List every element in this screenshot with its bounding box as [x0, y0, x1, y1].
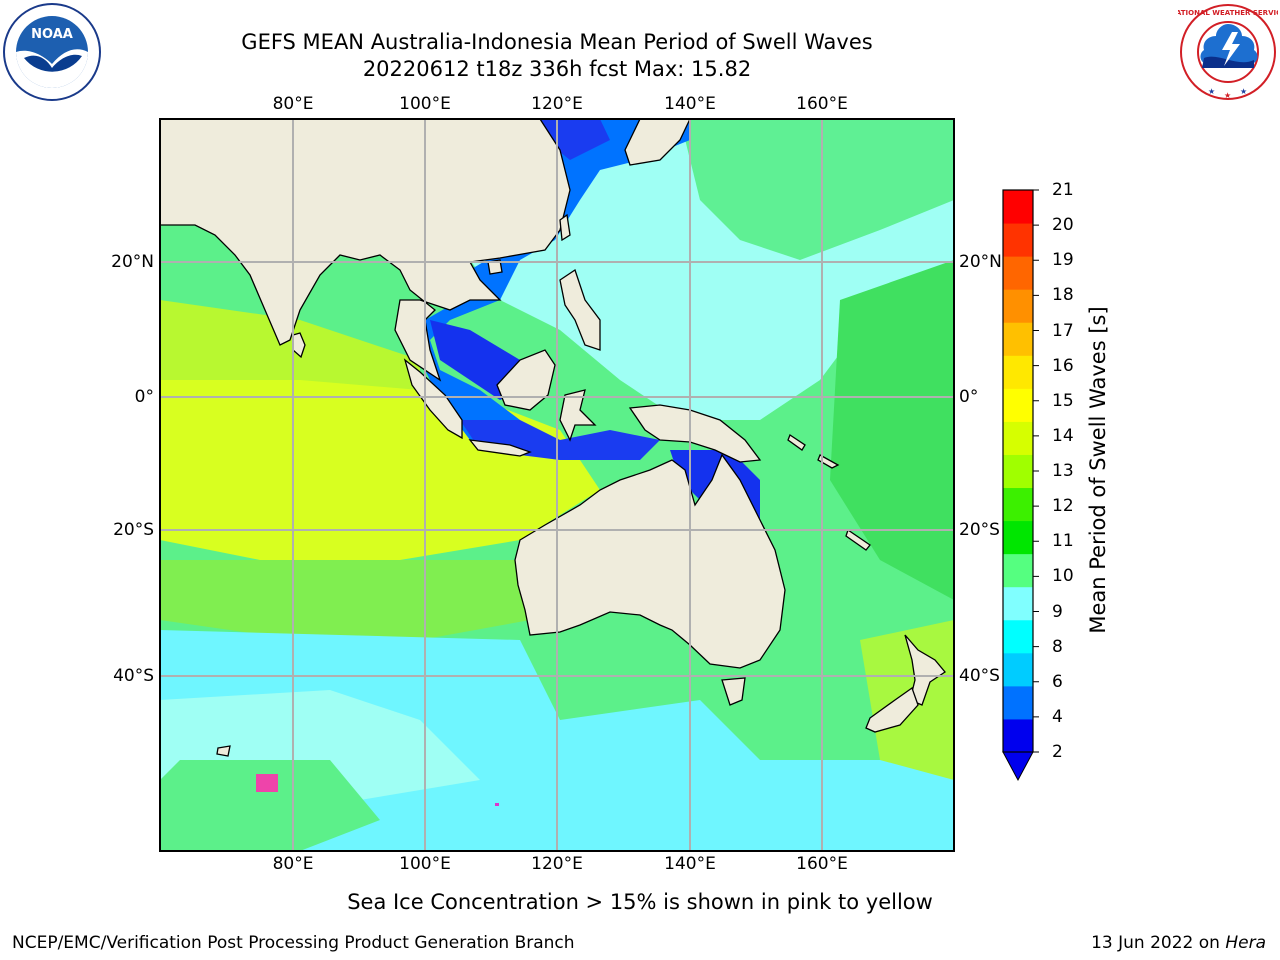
colorbar [1002, 189, 1039, 782]
colorbar-tick-label: 13 [1052, 461, 1074, 481]
noaa-logo: NOAA [3, 3, 101, 101]
colorbar-tick-label: 9 [1052, 601, 1063, 622]
colorbar-segment [1003, 586, 1033, 621]
colorbar-tick-label: 15 [1052, 390, 1074, 411]
colorbar-tick-label: 18 [1052, 285, 1074, 306]
colorbar-segment [1003, 718, 1033, 753]
nws-logo: NATIONAL WEATHER SERVICE ★ ★ ★ [1178, 4, 1278, 100]
svg-text:★: ★ [1240, 87, 1247, 96]
colorbar-tick-label: 11 [1052, 531, 1074, 552]
lon-label-top-80e: 80°E [272, 94, 314, 114]
colorbar-segment [1003, 388, 1033, 422]
colorbar-tick-label: 17 [1052, 320, 1074, 341]
producer-credit: NCEP/EMC/Verification Post Processing Pr… [12, 933, 575, 953]
colorbar-tick-label: 10 [1052, 566, 1074, 587]
colorbar-tick-label: 12 [1052, 496, 1074, 517]
graticule [160, 119, 954, 851]
lon-label-bottom-140e: 140°E [664, 854, 716, 874]
lat-label-right-20n: 20°N [959, 252, 1002, 272]
lon-label-bottom-160e: 160°E [796, 854, 848, 874]
colorbar-segment [1003, 520, 1033, 555]
landmasses [160, 119, 946, 757]
lon-label-bottom-120e: 120°E [531, 854, 583, 874]
map-field [160, 119, 954, 851]
lon-label-bottom-100e: 100°E [399, 854, 451, 874]
colorbar-segment [1003, 619, 1033, 654]
colorbar-tick-label: 6 [1052, 671, 1063, 692]
colorbar-tick-label: 4 [1052, 706, 1063, 727]
map-frame [159, 118, 955, 852]
colorbar-segment [1003, 685, 1033, 720]
svg-text:NATIONAL WEATHER SERVICE: NATIONAL WEATHER SERVICE [1178, 9, 1278, 17]
colorbar-tick-label: 21 [1052, 180, 1074, 200]
lat-label-right-20s: 20°S [959, 520, 1000, 540]
colorbar-segment [1003, 289, 1033, 323]
lon-label-top-160e: 160°E [796, 94, 848, 114]
colorbar-segment [1003, 190, 1033, 224]
colorbar-segment [1003, 487, 1033, 522]
lon-label-top-120e: 120°E [531, 94, 583, 114]
lon-label-bottom-80e: 80°E [272, 854, 314, 874]
colorbar-label: Mean Period of Swell Waves [s] [1086, 306, 1110, 634]
lat-label-left-20n: 20°N [111, 252, 154, 272]
colorbar-segment [1003, 256, 1033, 290]
colorbar-extend-arrow [1002, 751, 1034, 782]
colorbar-tick-label: 16 [1052, 355, 1074, 376]
run-date-text: 13 Jun 2022 on [1091, 933, 1226, 953]
run-host: Hera [1225, 933, 1266, 953]
lat-label-right-40s: 40°S [959, 666, 1000, 686]
colorbar-segment [1003, 652, 1033, 687]
lon-label-top-100e: 100°E [399, 94, 451, 114]
colorbar-tick-label: 19 [1052, 250, 1074, 271]
colorbar-segment [1003, 454, 1033, 489]
lat-label-right-0: 0° [959, 387, 979, 407]
lon-label-top-140e: 140°E [664, 94, 716, 114]
colorbar-tick-label: 2 [1052, 742, 1063, 762]
colorbar-tick-label: 20 [1052, 215, 1074, 236]
chart-subtitle: 20220612 t18z 336h fcst Max: 15.82 [362, 57, 752, 81]
colorbar-segment [1003, 322, 1033, 356]
sea-ice-note: Sea Ice Concentration > 15% is shown in … [347, 890, 933, 914]
colorbar-segment [1003, 223, 1033, 257]
colorbar-segment [1003, 553, 1033, 588]
lat-label-left-20s: 20°S [113, 520, 154, 540]
svg-text:★: ★ [1224, 91, 1231, 100]
colorbar-tick-label: 8 [1052, 636, 1063, 657]
svg-text:NOAA: NOAA [31, 27, 73, 42]
svg-text:★: ★ [1208, 87, 1215, 96]
lat-label-left-0: 0° [134, 387, 154, 407]
chart-title: GEFS MEAN Australia-Indonesia Mean Perio… [241, 30, 873, 54]
colorbar-segment [1003, 421, 1033, 455]
colorbar-tick-label: 14 [1052, 425, 1074, 446]
lat-label-left-40s: 40°S [113, 666, 154, 686]
run-date: 13 Jun 2022 on Hera [1091, 933, 1266, 953]
colorbar-segment [1003, 355, 1033, 389]
